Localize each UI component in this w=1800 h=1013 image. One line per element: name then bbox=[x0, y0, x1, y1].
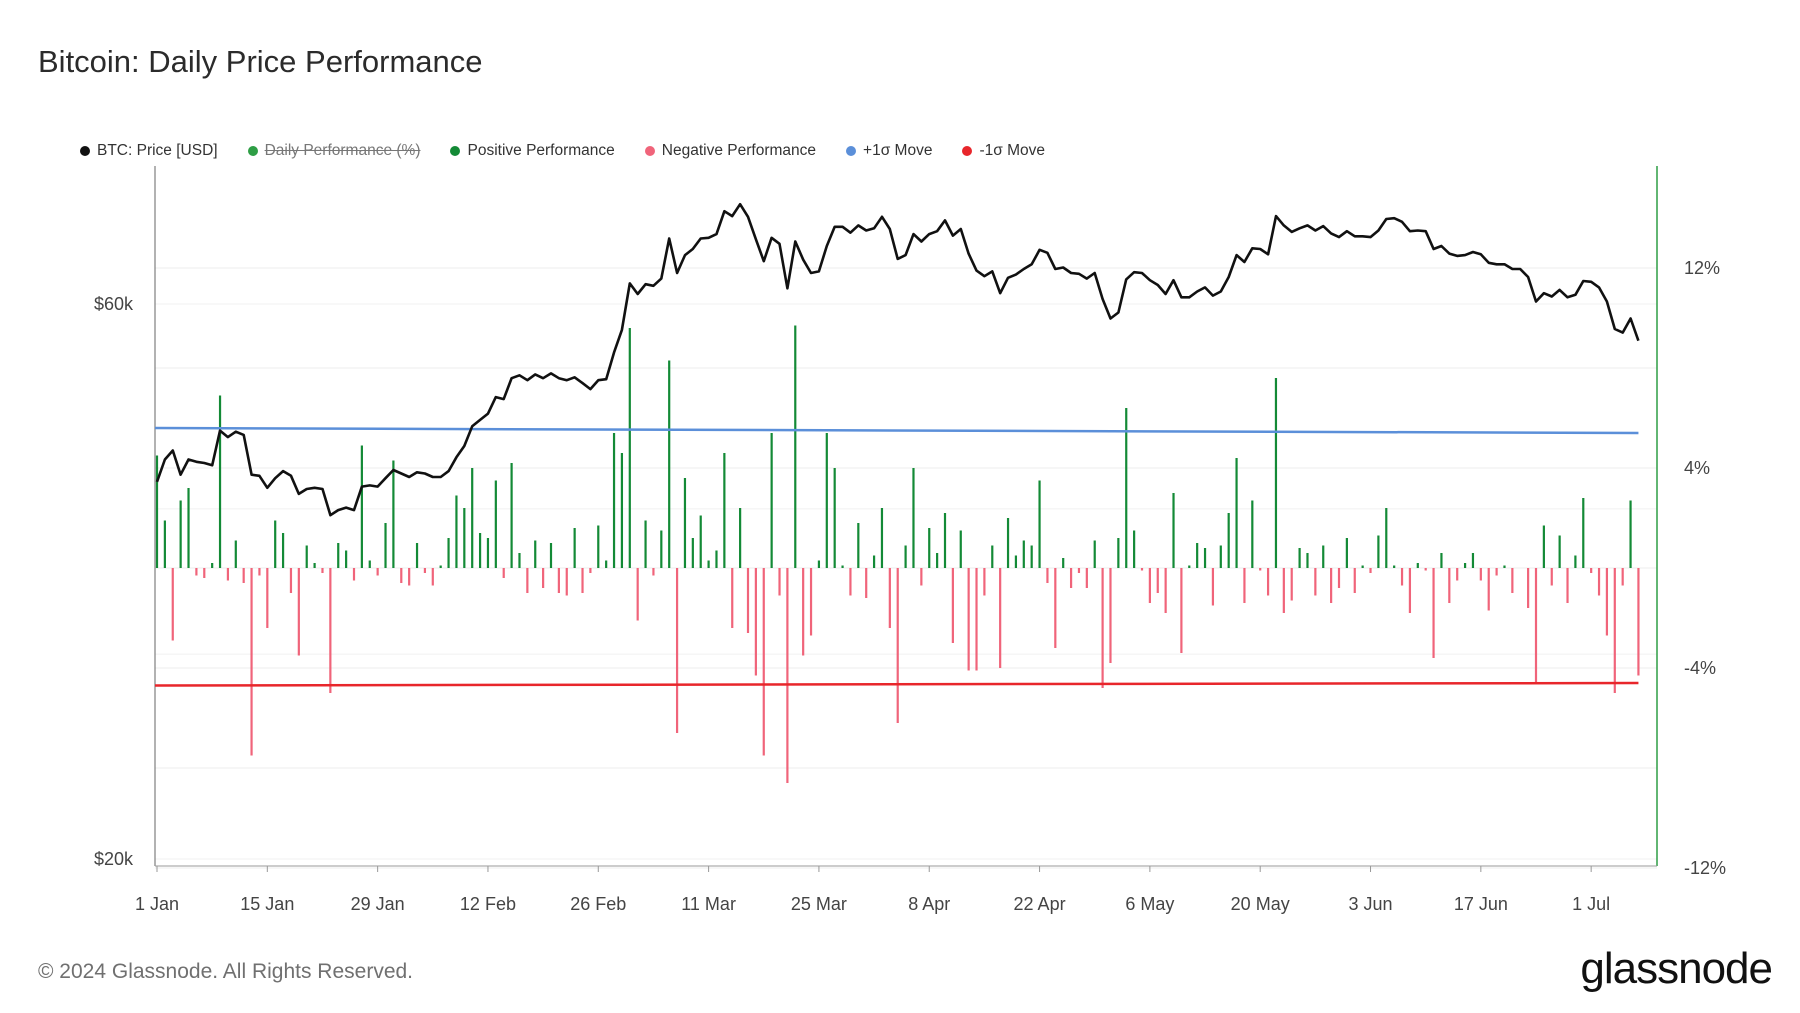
legend-dot-icon bbox=[962, 146, 973, 156]
right-tick-label: 4% bbox=[1684, 458, 1710, 478]
x-tick-label: 12 Feb bbox=[460, 894, 516, 914]
legend-dot-icon bbox=[644, 146, 655, 156]
minus-sigma-line bbox=[154, 681, 1639, 687]
legend-dot-icon bbox=[247, 146, 258, 156]
legend-dot-icon bbox=[450, 146, 461, 156]
right-tick-label: -12% bbox=[1684, 858, 1726, 878]
legend-item-4[interactable]: +1σ Move bbox=[846, 142, 932, 160]
legend-label: Daily Performance (%) bbox=[264, 142, 421, 159]
legend-item-3[interactable]: Negative Performance bbox=[644, 142, 817, 160]
left-tick-label: $60k bbox=[94, 294, 134, 314]
x-tick-label: 26 Feb bbox=[570, 894, 626, 914]
plus-sigma-line bbox=[154, 426, 1639, 435]
x-tick-label: 8 Apr bbox=[908, 894, 950, 914]
x-tick-label: 29 Jan bbox=[351, 894, 405, 914]
x-tick-label: 3 Jun bbox=[1348, 894, 1392, 914]
x-tick-label: 1 Jan bbox=[135, 894, 179, 914]
right-tick-label: -4% bbox=[1684, 658, 1716, 678]
left-tick-label: $20k bbox=[94, 849, 134, 869]
right-tick-label: 12% bbox=[1684, 258, 1720, 278]
legend-label: Positive Performance bbox=[467, 142, 615, 159]
x-tick-label: 11 Mar bbox=[681, 894, 736, 914]
legend: BTC: Price [USD] Daily Performance (%) Pos… bbox=[80, 141, 1075, 161]
x-tick-label: 20 May bbox=[1231, 894, 1290, 914]
legend-label: Negative Performance bbox=[661, 142, 817, 159]
x-tick-label: 15 Jan bbox=[240, 894, 294, 914]
x-tick-label: 17 Jun bbox=[1454, 894, 1508, 914]
x-tick-label: 6 May bbox=[1125, 894, 1174, 914]
x-tick-label: 25 Mar bbox=[791, 894, 847, 914]
copyright-footer: © 2024 Glassnode. All Rights Reserved. bbox=[38, 960, 414, 983]
glassnode-logo: glassnode bbox=[1580, 944, 1773, 993]
legend-label: BTC: Price [USD] bbox=[97, 142, 218, 159]
price-line bbox=[155, 202, 1640, 517]
legend-item-5[interactable]: -1σ Move bbox=[962, 142, 1045, 160]
legend-dot-icon bbox=[846, 146, 857, 156]
x-tick-label: 22 Apr bbox=[1014, 894, 1066, 914]
legend-item-1[interactable]: Daily Performance (%) bbox=[247, 142, 421, 160]
legend-label: -1σ Move bbox=[979, 142, 1046, 159]
chart-title: Bitcoin: Daily Price Performance bbox=[38, 44, 483, 79]
legend-item-0[interactable]: BTC: Price [USD] bbox=[80, 142, 218, 160]
legend-dot-icon bbox=[80, 146, 90, 156]
legend-item-2[interactable]: Positive Performance bbox=[450, 142, 615, 160]
legend-label: +1σ Move bbox=[863, 142, 933, 159]
x-tick-label: 1 Jul bbox=[1572, 894, 1610, 914]
